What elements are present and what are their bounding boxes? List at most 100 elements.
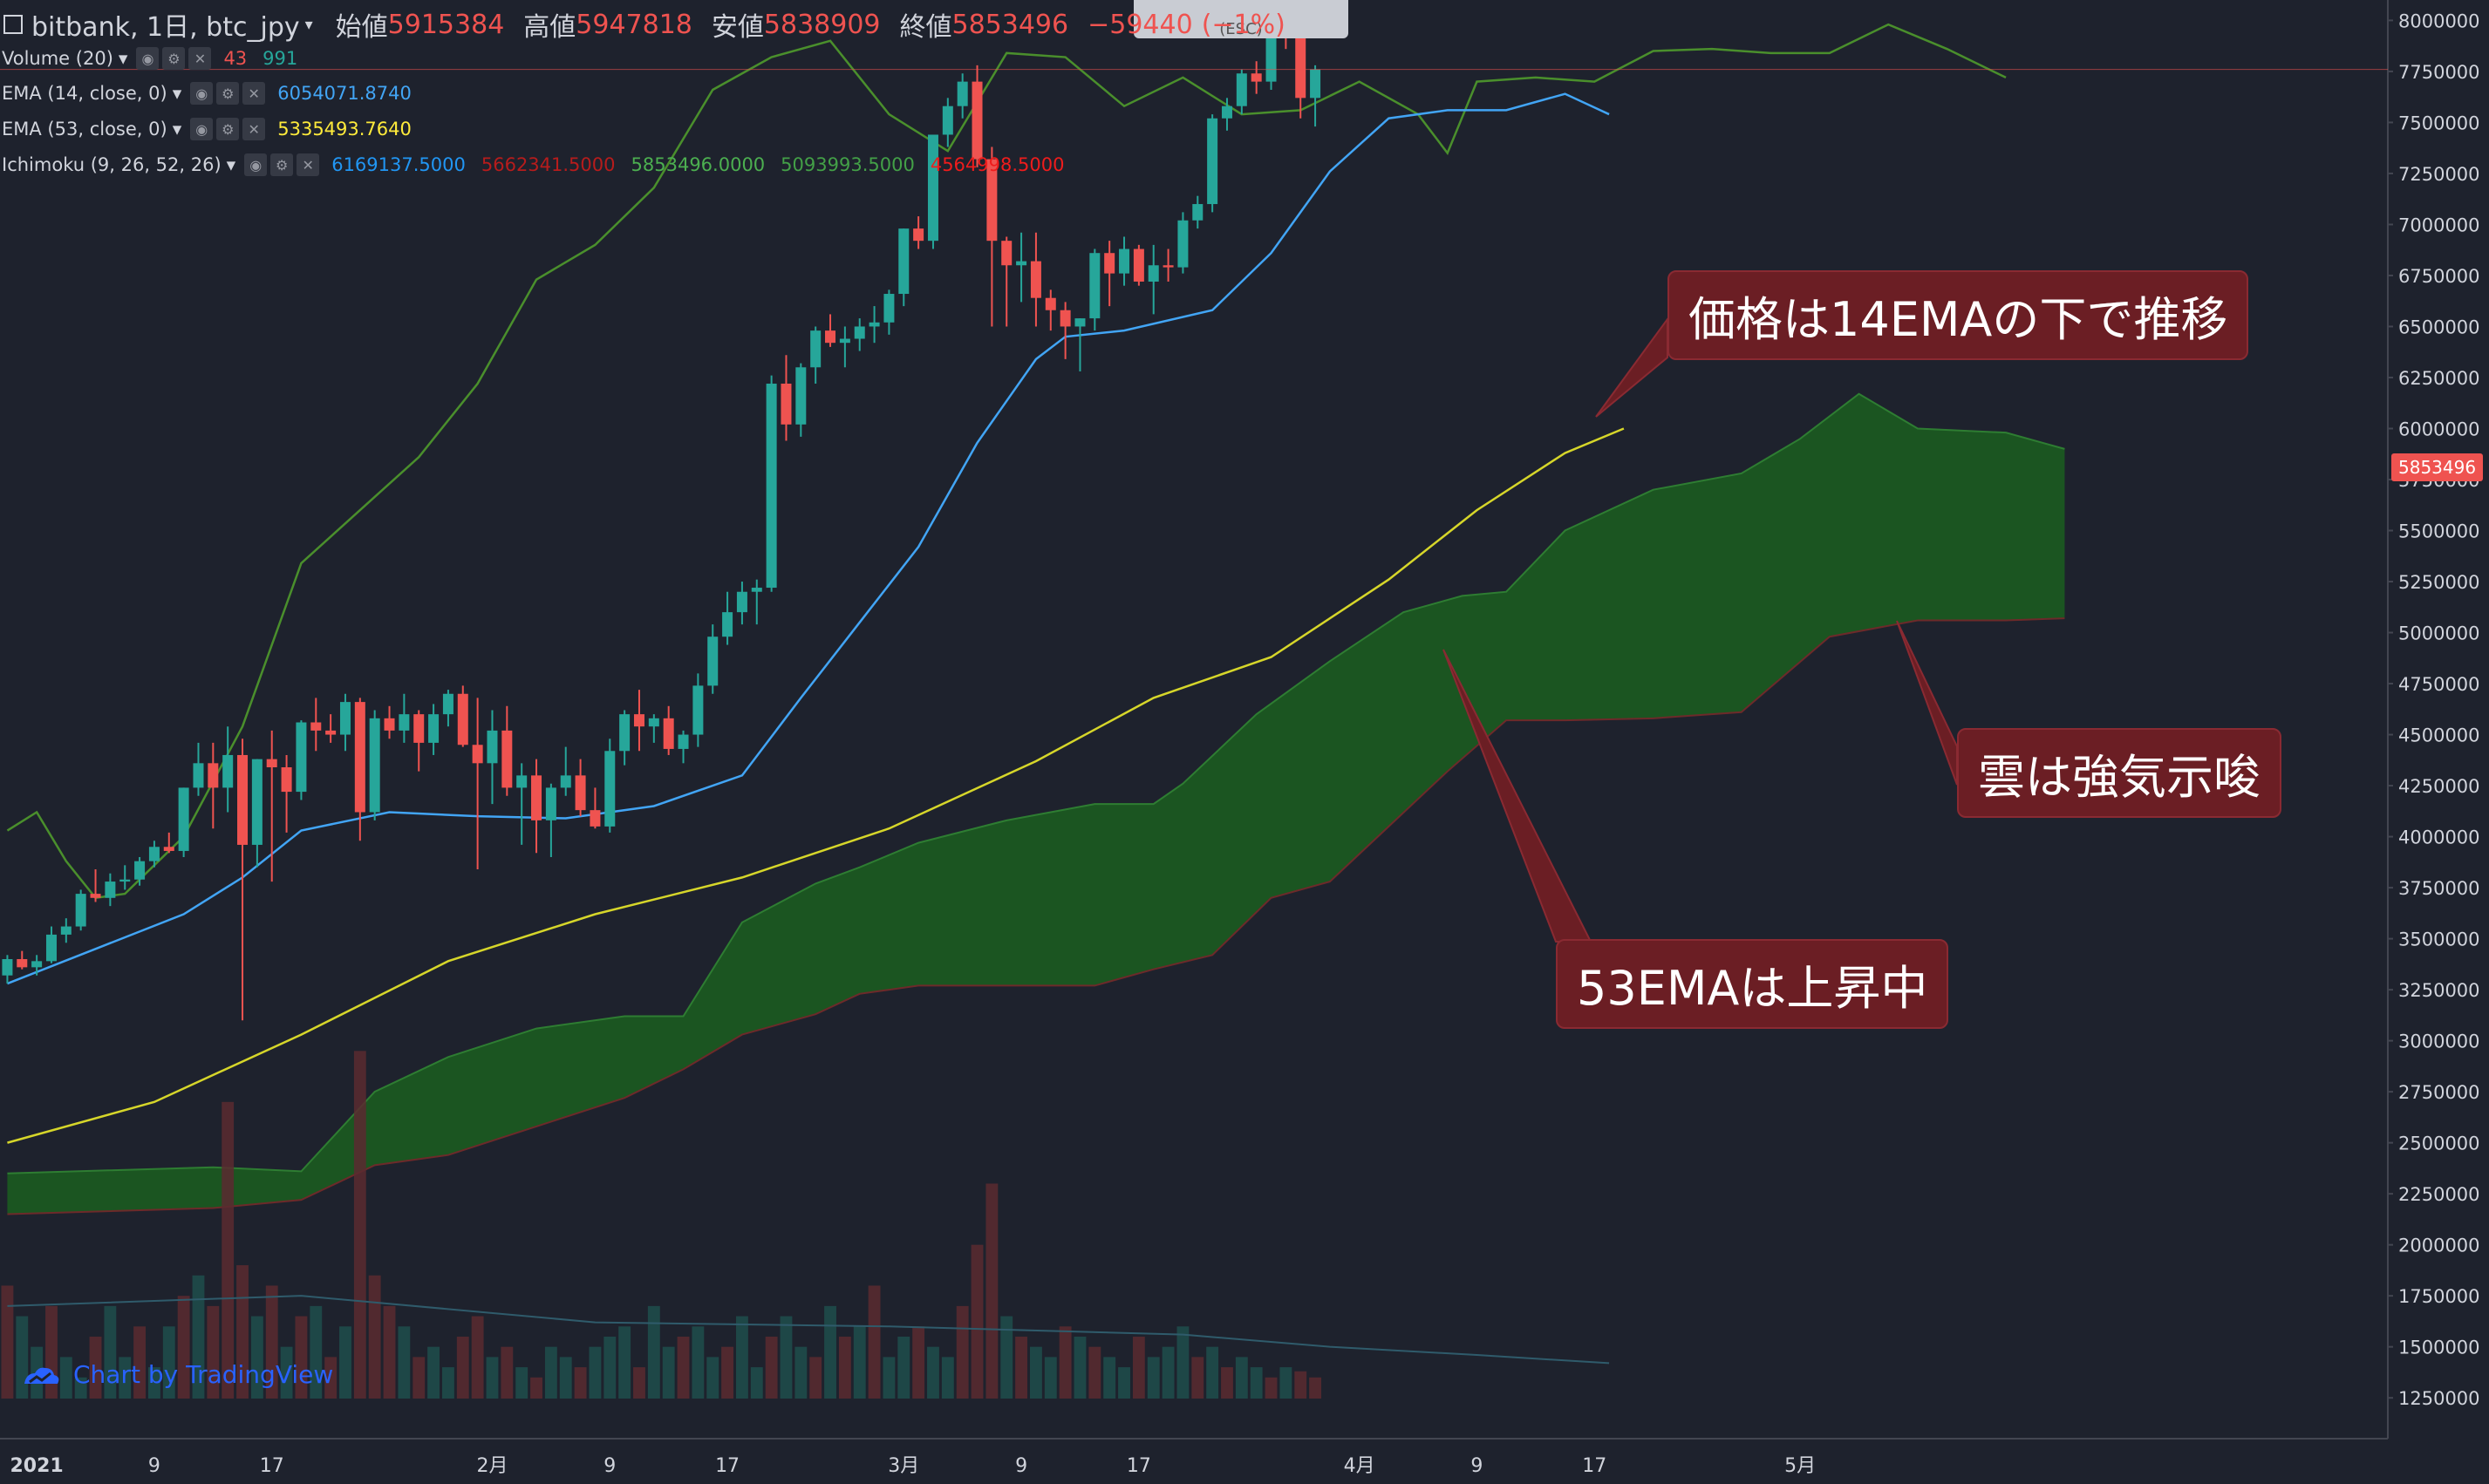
candle-body — [957, 81, 968, 106]
volume-bar — [398, 1326, 411, 1399]
candle-body — [45, 934, 57, 962]
fullscreen-toast[interactable]: (ESC) — [1134, 0, 1348, 38]
candle-body — [839, 338, 850, 344]
volume-bar — [706, 1357, 719, 1399]
candle-body — [1016, 261, 1027, 266]
candle-body — [1089, 253, 1101, 319]
volume-bar — [192, 1275, 205, 1399]
y-tick-label: 3000000 — [2398, 1031, 2480, 1052]
tradingview-brand[interactable]: Chart by TradingView — [21, 1360, 333, 1389]
volume-bar — [1206, 1346, 1219, 1399]
y-tick-label: 4750000 — [2398, 674, 2480, 695]
y-tick-label: 2000000 — [2398, 1236, 2480, 1256]
volume-bar — [1103, 1357, 1116, 1399]
indicator-row[interactable]: Volume (20) ▾ ◉ ⚙ ✕ 43 991 — [2, 42, 313, 75]
indicator-row[interactable]: EMA (14, close, 0) ▾ ◉ ⚙ ✕ 6054071.8740 — [2, 77, 427, 110]
toast-text: (ESC) — [1219, 20, 1263, 38]
x-tick-label: 5月 — [1784, 1455, 1816, 1477]
chevron-down-icon[interactable]: ▾ — [172, 83, 182, 104]
candle-body — [545, 787, 556, 820]
candle-body — [883, 294, 895, 323]
close-icon[interactable]: ✕ — [242, 118, 266, 140]
chart-collapse-icon[interactable] — [3, 15, 23, 34]
chevron-down-icon[interactable]: ▾ — [304, 15, 313, 34]
open-label: 始値 — [335, 12, 388, 43]
volume-bar — [1015, 1336, 1027, 1399]
indicator-buttons: ◉ ⚙ ✕ — [190, 82, 266, 105]
candle-body — [457, 693, 468, 745]
y-tick-label: 5500000 — [2398, 521, 2480, 542]
candle-body — [296, 722, 307, 793]
candle-body — [531, 775, 542, 820]
volume-bar — [486, 1357, 499, 1399]
close-icon[interactable]: ✕ — [297, 153, 320, 176]
volume-bar — [883, 1357, 896, 1399]
candle-body — [825, 330, 836, 344]
indicator-value: 6169137.5000 — [331, 154, 466, 175]
volume-bar — [1309, 1377, 1321, 1399]
gear-icon[interactable]: ⚙ — [216, 118, 240, 140]
candle-body — [1221, 106, 1232, 119]
y-tick-label: 6250000 — [2398, 368, 2480, 389]
candle-body — [1133, 248, 1144, 282]
candle-body — [1060, 310, 1071, 327]
volume-bar — [956, 1305, 969, 1399]
candle-body — [590, 810, 601, 827]
gear-icon[interactable]: ⚙ — [216, 82, 240, 105]
volume-bar — [353, 1051, 366, 1399]
candle-body — [1148, 265, 1159, 282]
symbol-title[interactable]: bitbank, 1日, btc_jpy — [31, 12, 300, 43]
eye-icon[interactable]: ◉ — [136, 47, 160, 70]
volume-bar — [1221, 1367, 1233, 1399]
chevron-down-icon[interactable]: ▾ — [226, 154, 236, 175]
low-label: 安値 — [711, 12, 764, 43]
gear-icon[interactable]: ⚙ — [270, 153, 294, 176]
volume-bar — [765, 1336, 778, 1399]
close-icon[interactable]: ✕ — [188, 47, 212, 70]
y-tick-label: 4000000 — [2398, 827, 2480, 848]
gear-icon[interactable]: ⚙ — [162, 47, 186, 70]
volume-bar — [162, 1326, 175, 1399]
volume-bar — [59, 1357, 72, 1399]
candle-body — [633, 714, 644, 727]
indicator-name[interactable]: EMA (14, close, 0) — [2, 83, 167, 104]
volume-bar — [1, 1285, 14, 1399]
low-value: 5838909 — [763, 9, 881, 40]
candle-body — [942, 106, 953, 135]
eye-icon[interactable]: ◉ — [190, 82, 214, 105]
candle-body — [60, 926, 72, 935]
candle-body — [148, 847, 160, 861]
indicator-name[interactable]: Volume (20) — [2, 48, 113, 69]
candle-body — [266, 759, 277, 767]
volume-bar — [222, 1101, 235, 1399]
volume-bar — [1059, 1326, 1072, 1399]
indicator-name[interactable]: EMA (53, close, 0) — [2, 119, 167, 140]
indicator-name[interactable]: Ichimoku (9, 26, 52, 26) — [2, 154, 222, 175]
x-tick-label: 3月 — [888, 1455, 919, 1477]
x-tick-label: 17 — [715, 1455, 740, 1477]
symbol-header: bitbank, 1日, btc_jpy ▾ 始値 5915384 高値 59478… — [0, 0, 1285, 49]
close-icon[interactable]: ✕ — [242, 82, 266, 105]
y-tick-label: 4500000 — [2398, 725, 2480, 746]
volume-bar — [16, 1316, 29, 1399]
candle-body — [75, 894, 86, 927]
chevron-down-icon[interactable]: ▾ — [118, 48, 128, 69]
eye-icon[interactable]: ◉ — [190, 118, 214, 140]
volume-bar — [633, 1367, 645, 1399]
volume-bar — [941, 1357, 954, 1399]
candle-body — [795, 367, 807, 425]
x-tick-label: 9 — [148, 1455, 160, 1477]
eye-icon[interactable]: ◉ — [244, 153, 268, 176]
candle-body — [90, 894, 101, 898]
x-tick-label: 9 — [1470, 1455, 1483, 1477]
indicator-row[interactable]: EMA (53, close, 0) ▾ ◉ ⚙ ✕ 5335493.7640 — [2, 112, 427, 146]
candle-body — [1192, 204, 1204, 221]
y-tick-label: 7750000 — [2398, 62, 2480, 83]
volume-bar — [544, 1346, 557, 1399]
candle-body — [1104, 253, 1115, 274]
chevron-down-icon[interactable]: ▾ — [172, 119, 182, 140]
candle-body — [604, 751, 616, 827]
indicator-row[interactable]: Ichimoku (9, 26, 52, 26) ▾ ◉ ⚙ ✕ 6169137.5000… — [2, 148, 1080, 181]
volume-bar — [647, 1305, 660, 1399]
